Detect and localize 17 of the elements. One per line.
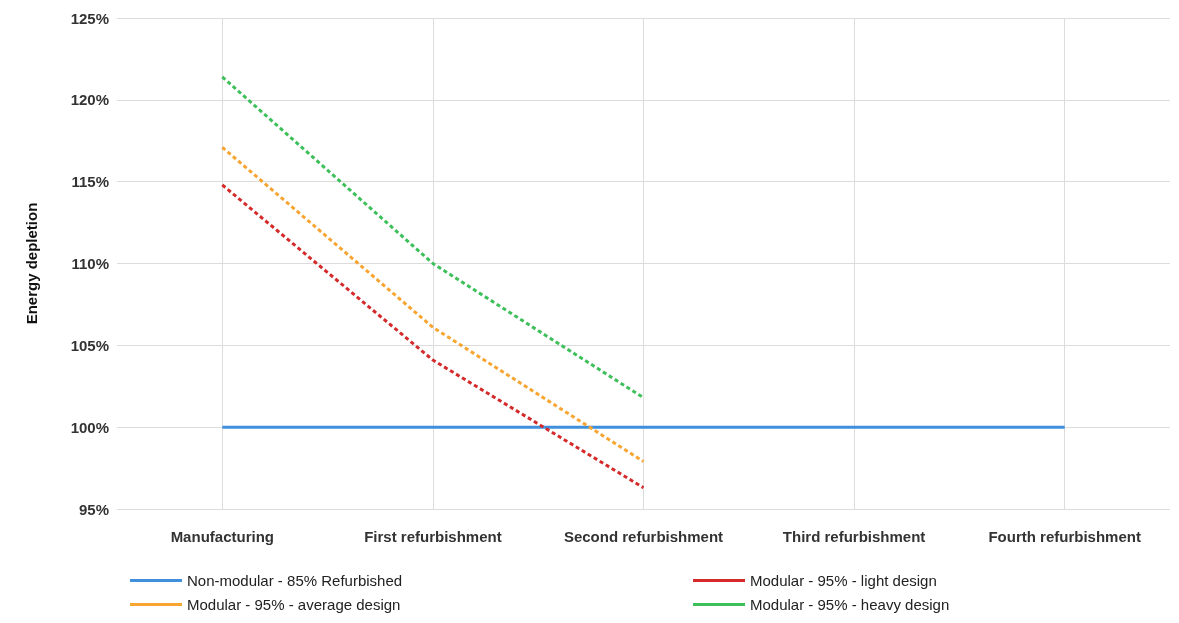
x-tick-label: Second refurbishment [563, 528, 724, 545]
y-tick-label: 115% [71, 173, 109, 191]
x-tick-label: Fourth refurbishment [988, 528, 1141, 545]
legend-label: Non-modular - 85% Refurbished [187, 572, 403, 589]
x-tick-label: First refurbishment [364, 528, 502, 545]
x-tick-label: Third refurbishment [782, 528, 926, 545]
y-tick-label: 110% [71, 255, 109, 272]
y-tick-label: 100% [70, 418, 109, 436]
legend-label: Modular - 95% - average design [187, 596, 401, 613]
y-tick-label: 95% [78, 500, 109, 518]
y-tick-label: 125% [70, 9, 109, 27]
legend-label: Modular - 95% - light design [750, 572, 937, 589]
y-tick-label: 120% [70, 91, 109, 109]
y-axis-title: Energy depletion [23, 202, 40, 325]
x-tick-label: Manufacturing [170, 528, 274, 545]
y-tick-label: 105% [70, 336, 109, 354]
legend-label: Modular - 95% - heavy design [750, 596, 950, 613]
